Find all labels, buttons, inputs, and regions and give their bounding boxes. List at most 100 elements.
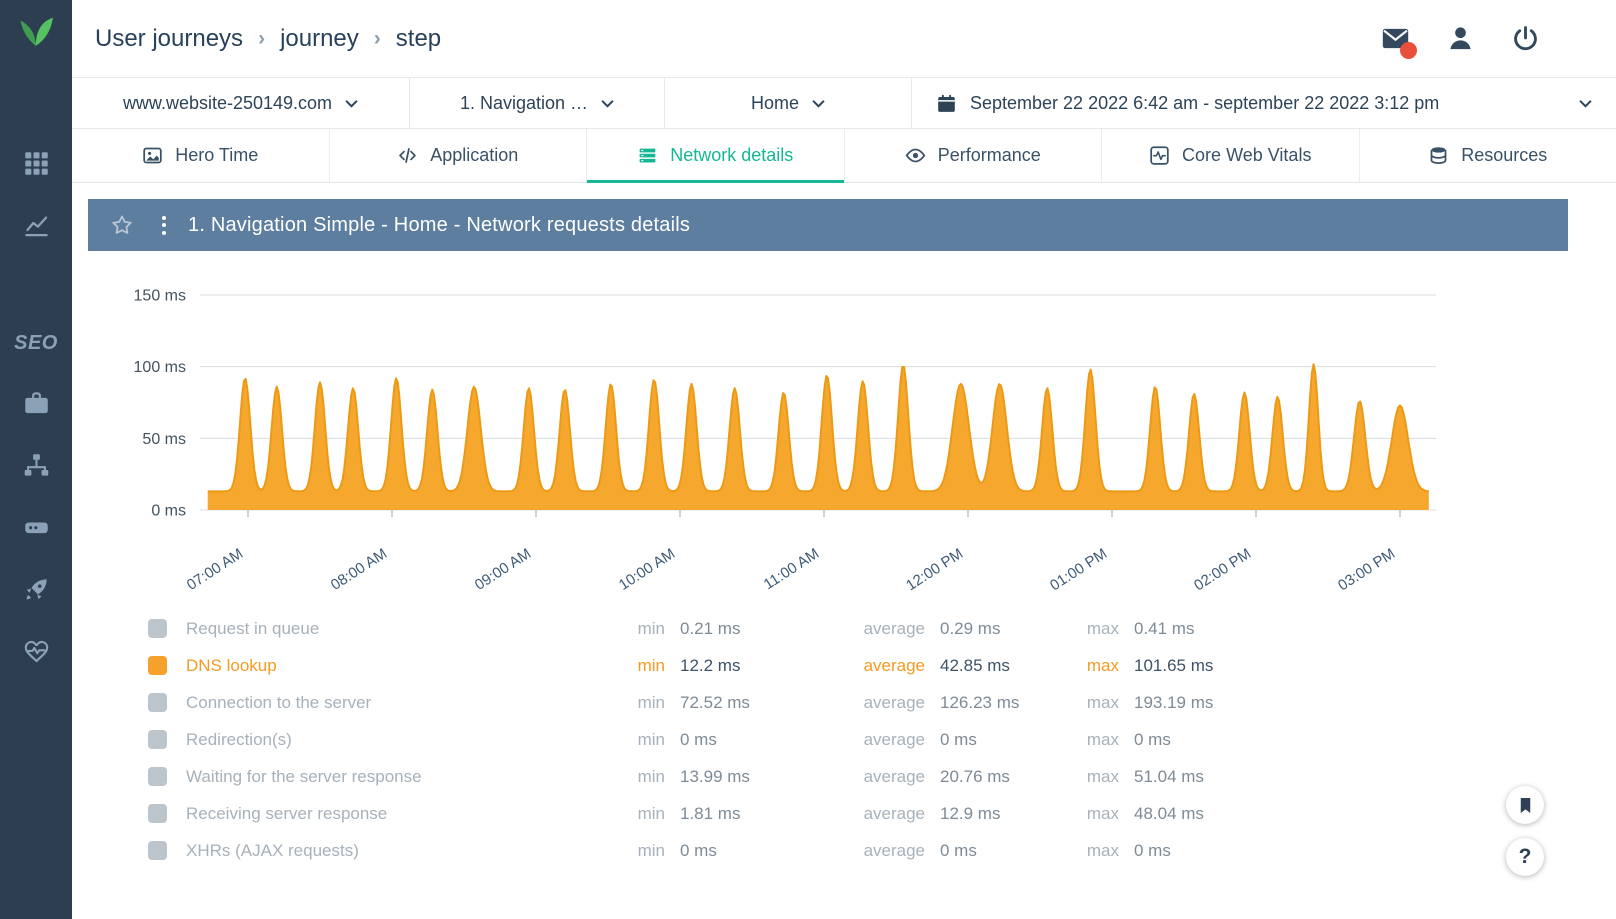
min-value: 1.81 ms — [680, 803, 741, 823]
series-checkbox[interactable] — [148, 619, 167, 638]
series-checkbox[interactable] — [148, 767, 167, 786]
min-value: 0 ms — [680, 729, 717, 749]
bookmark-fab-button[interactable] — [1506, 786, 1544, 824]
average-label: average — [863, 618, 925, 638]
series-checkbox[interactable] — [148, 804, 167, 823]
legend-row-request-in-queue[interactable]: Request in queue min 0.21 ms average 0.2… — [148, 610, 1568, 647]
logout-button[interactable] — [1511, 24, 1540, 53]
widget-menu-button[interactable] — [158, 212, 170, 239]
max-label: max — [1086, 729, 1119, 749]
favorite-button[interactable] — [110, 213, 134, 237]
series-label[interactable]: Request in queue — [186, 618, 320, 638]
average-value: 0 ms — [940, 840, 977, 860]
series-checkbox[interactable] — [148, 841, 167, 860]
journey-dropdown[interactable]: 1. Navigation … — [410, 78, 665, 128]
bookmark-icon — [1520, 797, 1530, 813]
list-stack-icon — [639, 148, 656, 163]
tab-application[interactable]: Application — [330, 129, 587, 182]
max-value: 51.04 ms — [1134, 766, 1204, 786]
series-label[interactable]: Waiting for the server response — [186, 766, 422, 786]
sidebar-item-servers[interactable] — [23, 514, 50, 541]
account-button[interactable] — [1446, 24, 1475, 53]
average-value: 0.29 ms — [940, 618, 1001, 638]
daterange-value: September 22 2022 6:42 am - september 22… — [970, 92, 1440, 113]
tab-hero-time[interactable]: Hero Time — [72, 129, 330, 182]
chevron-down-icon — [345, 99, 358, 108]
journey-dropdown-value: 1. Navigation … — [459, 92, 589, 113]
database-icon — [1430, 147, 1447, 164]
average-label: average — [863, 840, 925, 860]
average-label: average — [863, 803, 925, 823]
max-value: 0.41 ms — [1134, 618, 1195, 638]
image-icon — [143, 147, 162, 164]
chevron-down-icon — [601, 99, 614, 108]
daterange-dropdown[interactable]: September 22 2022 6:42 am - september 22… — [912, 78, 1616, 128]
average-label: average — [863, 729, 925, 749]
max-label: max — [1086, 655, 1119, 675]
sidebar-item-speed[interactable] — [23, 576, 50, 603]
header-actions — [1381, 24, 1616, 59]
legend-row-xhrs[interactable]: XHRs (AJAX requests) min 0 ms average 0 … — [148, 832, 1568, 869]
series-label[interactable]: Connection to the server — [186, 692, 372, 712]
sidebar-item-tools[interactable] — [23, 390, 50, 417]
sidebar-seo-label[interactable]: SEO — [14, 332, 58, 354]
notifications-button[interactable] — [1381, 24, 1417, 59]
notification-badge — [1400, 42, 1417, 59]
tab-label: Core Web Vitals — [1182, 145, 1312, 165]
series-label[interactable]: Receiving server response — [186, 803, 388, 823]
legend-row-receiving-response[interactable]: Receiving server response min 1.81 ms av… — [148, 795, 1568, 832]
legend-row-waiting-response[interactable]: Waiting for the server response min 13.9… — [148, 758, 1568, 795]
breadcrumb-user-journeys[interactable]: User journeys — [95, 24, 244, 52]
heart-pulse-icon — [24, 640, 48, 663]
max-value: 48.04 ms — [1134, 803, 1204, 823]
app-logo[interactable] — [14, 13, 59, 58]
series-label[interactable]: XHRs (AJAX requests) — [186, 840, 359, 860]
series-legend: Request in queue min 0.21 ms average 0.2… — [88, 598, 1568, 887]
svg-text:0 ms: 0 ms — [151, 503, 186, 520]
help-fab-button[interactable]: ? — [1506, 838, 1544, 876]
breadcrumb: User journeys › journey › step — [95, 25, 441, 53]
average-value: 126.23 ms — [940, 692, 1020, 712]
leaf-logo-icon — [20, 17, 53, 46]
step-dropdown[interactable]: Home — [665, 78, 912, 128]
sidebar-item-health[interactable] — [23, 638, 50, 665]
chevron-down-icon — [812, 99, 825, 108]
calendar-icon — [936, 93, 957, 114]
max-value: 0 ms — [1134, 840, 1171, 860]
min-label: min — [637, 766, 665, 786]
svg-text:150 ms: 150 ms — [134, 288, 186, 305]
min-label: min — [637, 655, 665, 675]
sidebar-item-dashboard[interactable] — [23, 150, 50, 177]
website-dropdown[interactable]: www.website-250149.com — [72, 78, 410, 128]
average-value: 12.9 ms — [940, 803, 1001, 823]
tab-performance[interactable]: Performance — [845, 129, 1102, 182]
series-checkbox[interactable] — [148, 730, 167, 749]
svg-text:03:00 PM: 03:00 PM — [1335, 545, 1398, 594]
max-label: max — [1086, 840, 1119, 860]
max-label: max — [1086, 803, 1119, 823]
grid-icon — [24, 152, 48, 175]
website-dropdown-value: www.website-250149.com — [122, 92, 333, 113]
series-checkbox[interactable] — [148, 693, 167, 712]
average-label: average — [863, 766, 925, 786]
tab-resources[interactable]: Resources — [1360, 129, 1616, 182]
sidebar-item-sitemap[interactable] — [23, 452, 50, 479]
drive-icon — [24, 522, 48, 534]
tab-label: Network details — [670, 145, 794, 165]
breadcrumb-journey[interactable]: journey — [280, 24, 359, 52]
average-value: 20.76 ms — [940, 766, 1010, 786]
min-label: min — [637, 803, 665, 823]
tab-network-details[interactable]: Network details — [587, 129, 845, 183]
legend-row-dns-lookup[interactable]: DNS lookup min 12.2 ms average 42.85 ms … — [148, 647, 1568, 684]
series-label[interactable]: Redirection(s) — [186, 729, 292, 749]
sidebar-item-monitoring[interactable] — [23, 212, 50, 239]
svg-text:08:00 AM: 08:00 AM — [328, 545, 390, 594]
series-label[interactable]: DNS lookup — [186, 655, 277, 675]
legend-row-redirections[interactable]: Redirection(s) min 0 ms average 0 ms max… — [148, 721, 1568, 758]
tab-core-web-vitals[interactable]: Core Web Vitals — [1102, 129, 1360, 182]
svg-text:07:00 AM: 07:00 AM — [184, 545, 246, 594]
network-requests-chart: 0 ms 50 ms 100 ms 150 ms 07:00 AM 08:00 AM 09:… — [134, 288, 1436, 594]
legend-row-connection-to-server[interactable]: Connection to the server min 72.52 ms av… — [148, 684, 1568, 721]
sidebar-nav: SEO — [14, 150, 58, 665]
series-checkbox[interactable] — [148, 656, 167, 675]
